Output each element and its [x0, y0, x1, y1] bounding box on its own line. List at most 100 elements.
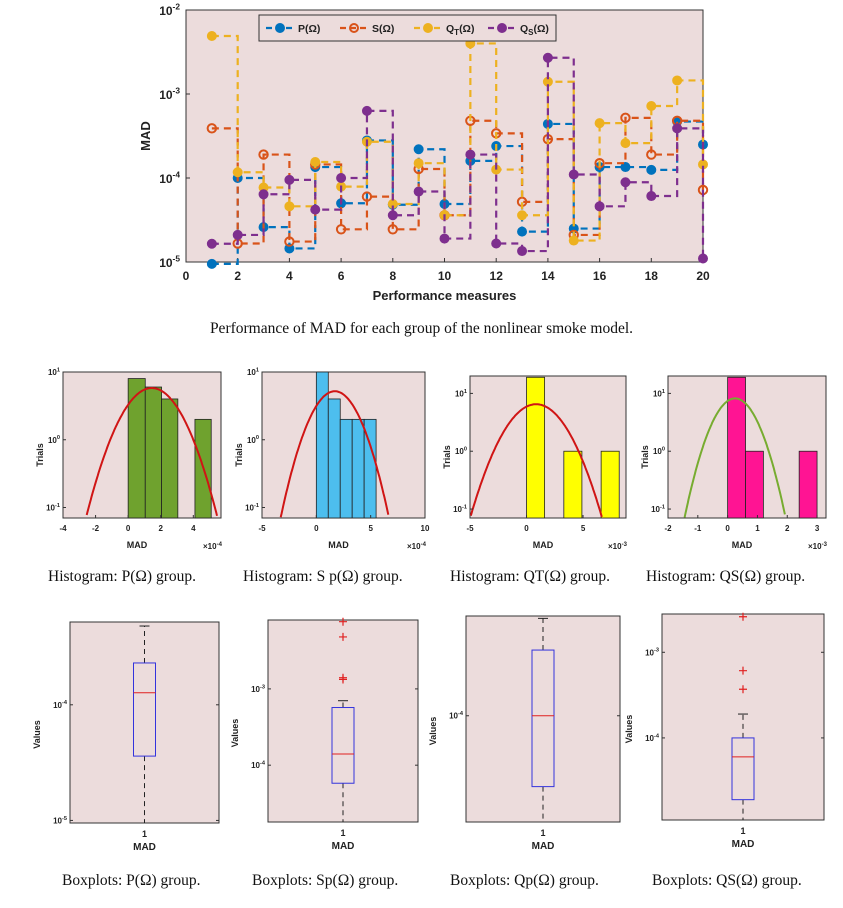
x-tick-label: 8: [389, 269, 396, 283]
fit-curve: [85, 387, 218, 517]
data-point: [284, 201, 295, 212]
plot-area: [69, 621, 220, 824]
x-axis-label: Performance measures: [373, 288, 517, 303]
x-tick-label: 20: [696, 269, 710, 283]
histogram-bar: [563, 450, 583, 519]
box-caption-p: Boxplots: P(Ω) group.: [62, 872, 201, 889]
y-axis-label: Values: [32, 720, 42, 749]
histogram-bar: [144, 386, 162, 519]
legend-label: S(Ω): [372, 23, 394, 35]
y-tick-label: 100: [247, 435, 259, 445]
x-tick-label: 6: [338, 269, 345, 283]
x-multiplier-label: ×10-4: [203, 542, 223, 551]
legend-marker: [349, 23, 359, 33]
data-point: [387, 210, 398, 221]
data-point: [594, 118, 605, 129]
y-axis-label: Values: [428, 717, 438, 746]
data-point: [284, 236, 295, 247]
data-point: [672, 75, 683, 86]
y-tick-label: 101: [653, 389, 665, 399]
data-point: [517, 210, 528, 221]
x-tick-label: 0: [524, 524, 529, 533]
plot-area: [267, 619, 419, 823]
hist-caption-s: Histogram: S p(Ω) group.: [243, 568, 403, 585]
data-point: [413, 186, 424, 197]
x-tick-label: 1: [142, 829, 147, 839]
x-tick-label: -2: [92, 524, 100, 533]
x-tick-label: -5: [466, 524, 474, 533]
x-tick-label: 10: [421, 524, 430, 533]
data-point: [413, 158, 424, 169]
outlier-marker: [339, 617, 347, 626]
hist-caption-qt: Histogram: QT(Ω) group.: [450, 568, 611, 585]
histogram-bar: [526, 376, 546, 519]
x-tick-label: 18: [645, 269, 659, 283]
box-caption-qp: Boxplots: Qp(Ω) group.: [450, 872, 599, 889]
y-tick-label: 10-1: [453, 504, 467, 514]
data-point: [672, 123, 683, 134]
data-point: [646, 191, 657, 202]
data-point: [310, 157, 321, 168]
y-tick-label: 10-3: [645, 648, 659, 658]
y-axis-label: Trials: [234, 443, 244, 467]
y-axis-label: Trials: [640, 445, 650, 469]
hist-caption-qs: Histogram: QS(Ω) group.: [646, 568, 806, 585]
y-tick-label: 10-5: [159, 254, 180, 270]
data-point: [620, 138, 631, 149]
x-tick-label: 1: [740, 826, 745, 836]
data-point: [206, 31, 217, 42]
y-tick-label: 10-1: [651, 504, 665, 514]
histogram-1: -5 0 5 10 10-1 100 101 MAD ×10-4 Trials: [234, 367, 430, 551]
data-point: [646, 164, 657, 175]
y-tick-label: 101: [48, 367, 60, 377]
x-tick-label: 1: [755, 524, 760, 533]
y-tick-label: 100: [653, 447, 665, 457]
legend-label: P(Ω): [298, 23, 320, 35]
data-point: [439, 233, 450, 244]
data-point: [517, 246, 528, 257]
iqr-box: [331, 707, 355, 784]
histogram-bar: [127, 378, 146, 519]
data-point: [284, 174, 295, 185]
y-tick-label: 100: [455, 447, 467, 457]
data-point: [620, 112, 631, 124]
x-tick-label: 14: [541, 269, 555, 283]
boxplot-2: 10-4 1 MAD Values: [428, 615, 621, 852]
outlier-marker: [339, 632, 347, 641]
box-caption-sp: Boxplots: Sp(Ω) group.: [252, 872, 399, 889]
legend-label: QT(Ω): [446, 23, 474, 37]
fit-curve: [683, 397, 786, 518]
data-point: [387, 224, 398, 235]
x-tick-label: -2: [664, 524, 672, 533]
x-tick-label: 1: [340, 828, 345, 838]
y-axis-label: Values: [624, 715, 634, 744]
y-tick-label: 10-3: [251, 684, 265, 694]
histogram-bar: [327, 398, 341, 519]
data-point: [517, 226, 528, 237]
x-tick-label: 4: [191, 524, 196, 533]
x-tick-label: 2: [785, 524, 790, 533]
x-tick-label: 2: [234, 269, 241, 283]
y-tick-label: 10-3: [159, 86, 180, 102]
x-axis-label: MAD: [133, 842, 156, 853]
series-3: [206, 52, 708, 264]
x-tick-label: 0: [126, 524, 131, 533]
series-line: [211, 56, 705, 259]
y-tick-label: 10-1: [46, 503, 60, 513]
data-point: [568, 169, 579, 180]
data-point: [232, 229, 243, 240]
histogram-bar: [161, 398, 179, 519]
y-tick-label: 10-4: [449, 711, 464, 721]
boxplot-1: 10-4 10-3 1 MAD Values: [230, 617, 419, 852]
data-point: [698, 253, 708, 264]
y-axis-label: Trials: [35, 443, 45, 467]
fit-curve: [279, 390, 390, 518]
x-multiplier-label: ×10-3: [608, 542, 628, 551]
data-point: [206, 123, 218, 134]
y-tick-label: 10-2: [159, 2, 180, 18]
legend-label: QS(Ω): [520, 23, 549, 37]
outlier-marker: [739, 685, 747, 694]
y-tick-label: 101: [455, 389, 467, 399]
data-point: [646, 100, 657, 111]
data-point: [361, 105, 372, 116]
